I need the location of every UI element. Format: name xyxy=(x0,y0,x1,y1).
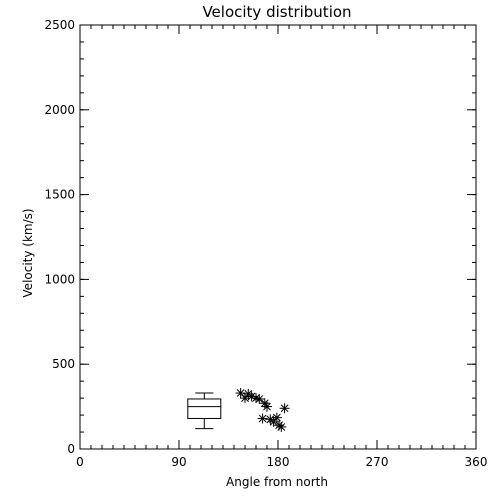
data-point-stroke xyxy=(247,392,256,401)
y-axis-title: Velocity (km/s) xyxy=(21,208,35,297)
tick-labels: 0 90 180 270 360 0 500 1000 1500 2000 2500 xyxy=(44,18,487,469)
data-point xyxy=(271,412,282,423)
data-point-stroke xyxy=(269,417,278,426)
data-point-stroke xyxy=(273,413,281,422)
boxplot-box xyxy=(187,398,222,419)
x-tick-label: 360 xyxy=(465,455,488,469)
data-point-stroke xyxy=(236,389,245,397)
x-tick-label: 270 xyxy=(366,455,389,469)
plot-frame xyxy=(79,24,477,450)
data-point xyxy=(279,403,290,414)
y-tick-label: 1000 xyxy=(44,272,75,286)
y-tick-label: 0 xyxy=(67,442,75,456)
x-tick-label: 0 xyxy=(76,455,84,469)
y-tick-label: 2000 xyxy=(44,103,75,117)
data-point-stroke xyxy=(277,423,286,431)
y-tick-label: 1500 xyxy=(44,188,75,202)
y-tick-label: 500 xyxy=(52,357,75,371)
data-point-stroke xyxy=(263,402,271,411)
x-axis-title: Angle from north xyxy=(226,475,328,489)
data-point-stroke xyxy=(252,394,260,403)
data-point xyxy=(240,393,250,404)
data-points xyxy=(235,388,290,432)
data-point-stroke xyxy=(266,415,275,424)
data-point-stroke xyxy=(280,404,289,413)
data-point-stroke xyxy=(260,399,269,408)
y-tick-label: 2500 xyxy=(44,18,75,32)
data-point xyxy=(262,401,272,412)
data-point-stroke xyxy=(241,394,249,403)
data-point xyxy=(257,413,268,424)
axis-ticks xyxy=(79,24,477,450)
data-point xyxy=(246,391,257,402)
data-point xyxy=(254,393,265,404)
data-point-stroke xyxy=(255,395,264,403)
data-point xyxy=(276,421,287,432)
data-point-stroke xyxy=(244,389,253,398)
data-point-stroke xyxy=(258,414,267,423)
chart-title: Velocity distribution xyxy=(202,3,351,21)
boxplot xyxy=(187,392,222,430)
x-tick-label: 90 xyxy=(171,455,186,469)
x-tick-label: 180 xyxy=(267,455,290,469)
